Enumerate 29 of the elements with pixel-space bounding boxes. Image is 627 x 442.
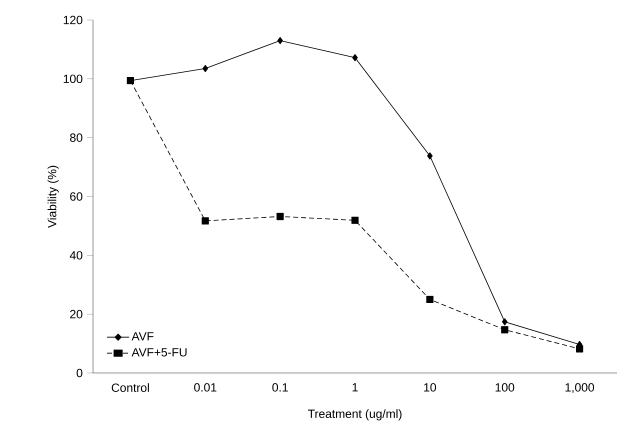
x-tick-label: Control: [112, 383, 149, 392]
legend-label: AVF: [132, 332, 154, 340]
point: [351, 216, 359, 224]
legend-label: AVF+5-FU: [132, 348, 187, 357]
y-tick-label: 20: [70, 310, 82, 318]
x-tick-label: 0.1: [272, 383, 288, 392]
y-tick-label: 80: [70, 133, 82, 142]
point: [426, 296, 434, 304]
y-tick-label: 40: [70, 251, 82, 260]
point: [502, 318, 508, 326]
point: [576, 345, 584, 352]
x-tick-label: 100: [496, 383, 514, 392]
point: [352, 54, 358, 62]
y-axis-title: Viability (%): [48, 166, 59, 228]
y-tick-label: 0: [76, 368, 82, 378]
point: [501, 326, 508, 334]
point: [276, 212, 284, 220]
x-axis-title: Treatment (ug/ml): [308, 409, 402, 420]
point: [202, 217, 209, 224]
point: [427, 152, 433, 160]
x-tick-label: 10: [424, 383, 436, 392]
y-tick-label: 100: [64, 74, 82, 84]
point: [202, 64, 208, 72]
x-tick-label: 0.01: [194, 383, 216, 392]
y-tick-label: 60: [70, 192, 82, 201]
x-tick-label: 1,000: [566, 383, 594, 394]
point: [277, 36, 283, 44]
y-tick-label: 120: [64, 16, 82, 24]
x-tick-label: 1: [352, 383, 358, 392]
